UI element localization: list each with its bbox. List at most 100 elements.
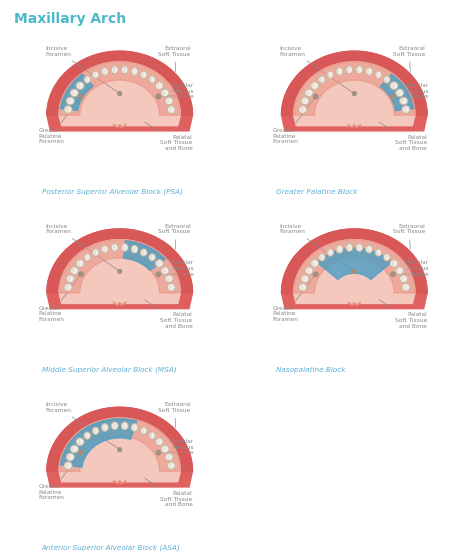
- Ellipse shape: [301, 275, 309, 282]
- Polygon shape: [124, 241, 165, 271]
- Ellipse shape: [356, 66, 363, 74]
- Polygon shape: [317, 248, 392, 280]
- Polygon shape: [294, 62, 415, 115]
- Ellipse shape: [400, 275, 408, 282]
- Ellipse shape: [365, 245, 373, 253]
- Polygon shape: [282, 229, 427, 309]
- Text: Palatal
Soft Tissue
and Bone: Palatal Soft Tissue and Bone: [145, 478, 192, 508]
- Text: Greater
Palatine
Foramen: Greater Palatine Foramen: [38, 277, 79, 322]
- Text: Alveolar
Mucous
Membrane: Alveolar Mucous Membrane: [163, 260, 194, 277]
- Circle shape: [352, 269, 356, 273]
- Polygon shape: [59, 418, 180, 482]
- Ellipse shape: [375, 249, 382, 256]
- Ellipse shape: [64, 283, 72, 291]
- Ellipse shape: [84, 432, 91, 439]
- Ellipse shape: [121, 244, 128, 252]
- Circle shape: [156, 451, 161, 455]
- Ellipse shape: [390, 82, 398, 89]
- Ellipse shape: [327, 71, 334, 78]
- Ellipse shape: [92, 71, 99, 78]
- Ellipse shape: [383, 254, 390, 261]
- Text: Incisive
Foramen: Incisive Foramen: [45, 224, 118, 269]
- Ellipse shape: [149, 432, 155, 439]
- Text: Alveolar
Mucous
Membrane: Alveolar Mucous Membrane: [163, 439, 194, 456]
- Ellipse shape: [161, 445, 169, 453]
- Circle shape: [156, 272, 161, 277]
- Ellipse shape: [167, 283, 175, 291]
- Ellipse shape: [319, 254, 325, 261]
- Ellipse shape: [84, 254, 91, 261]
- Polygon shape: [47, 229, 192, 309]
- Text: Incisive
Foramen: Incisive Foramen: [45, 402, 118, 448]
- Ellipse shape: [346, 66, 353, 74]
- Circle shape: [79, 272, 83, 277]
- Ellipse shape: [167, 462, 175, 470]
- Ellipse shape: [149, 76, 155, 83]
- Circle shape: [118, 448, 122, 452]
- Text: Incisive
Foramen: Incisive Foramen: [280, 46, 352, 92]
- Ellipse shape: [149, 254, 155, 261]
- Text: Extraoral
Soft Tissue: Extraoral Soft Tissue: [158, 402, 191, 428]
- Polygon shape: [47, 408, 192, 487]
- Polygon shape: [47, 408, 192, 471]
- Circle shape: [79, 451, 83, 455]
- Ellipse shape: [70, 267, 78, 274]
- Text: Alveolar
Mucous
Membrane: Alveolar Mucous Membrane: [397, 260, 429, 277]
- Text: Maxillary Arch: Maxillary Arch: [14, 12, 127, 26]
- Ellipse shape: [319, 76, 325, 83]
- Ellipse shape: [92, 427, 99, 434]
- Polygon shape: [47, 51, 192, 115]
- Text: Nasopalatine Block: Nasopalatine Block: [276, 367, 346, 373]
- Text: Middle Superior Alveolar Block (MSA): Middle Superior Alveolar Block (MSA): [42, 366, 176, 373]
- Ellipse shape: [140, 427, 147, 434]
- Ellipse shape: [66, 97, 74, 105]
- Ellipse shape: [140, 71, 147, 78]
- Ellipse shape: [383, 76, 390, 83]
- Ellipse shape: [375, 71, 382, 78]
- Ellipse shape: [76, 259, 84, 267]
- Ellipse shape: [66, 453, 74, 461]
- Ellipse shape: [346, 244, 353, 252]
- Text: Alveolar
Mucous
Membrane: Alveolar Mucous Membrane: [397, 83, 429, 100]
- Ellipse shape: [165, 275, 173, 282]
- Ellipse shape: [76, 438, 84, 446]
- Ellipse shape: [66, 275, 74, 282]
- Ellipse shape: [310, 82, 319, 89]
- Ellipse shape: [310, 259, 319, 267]
- Text: Extraoral
Soft Tissue: Extraoral Soft Tissue: [393, 224, 425, 249]
- Polygon shape: [294, 62, 415, 126]
- Polygon shape: [294, 240, 415, 304]
- Text: Greater
Palatine
Foramen: Greater Palatine Foramen: [38, 455, 79, 500]
- Ellipse shape: [402, 106, 410, 113]
- Ellipse shape: [396, 89, 404, 97]
- Polygon shape: [59, 418, 180, 471]
- Ellipse shape: [121, 66, 128, 74]
- Text: Extraoral
Soft Tissue: Extraoral Soft Tissue: [158, 224, 191, 249]
- Ellipse shape: [111, 244, 118, 252]
- Polygon shape: [59, 62, 180, 126]
- Text: Greater
Palatine
Foramen: Greater Palatine Foramen: [273, 277, 314, 322]
- Polygon shape: [59, 62, 180, 115]
- Ellipse shape: [155, 82, 164, 89]
- Ellipse shape: [155, 259, 164, 267]
- Ellipse shape: [111, 422, 118, 430]
- Text: Extraoral
Soft Tissue: Extraoral Soft Tissue: [393, 46, 425, 72]
- Ellipse shape: [336, 68, 343, 75]
- Ellipse shape: [131, 68, 138, 75]
- Circle shape: [313, 272, 318, 277]
- Ellipse shape: [70, 445, 78, 453]
- Ellipse shape: [84, 76, 91, 83]
- Circle shape: [79, 94, 83, 99]
- Polygon shape: [294, 240, 415, 293]
- Ellipse shape: [356, 244, 363, 252]
- Ellipse shape: [64, 106, 72, 113]
- Ellipse shape: [305, 89, 313, 97]
- Ellipse shape: [327, 249, 334, 256]
- Text: Incisive
Foramen: Incisive Foramen: [280, 224, 352, 269]
- Ellipse shape: [161, 267, 169, 274]
- Ellipse shape: [155, 438, 164, 446]
- Text: Palatal
Soft Tissue
and Bone: Palatal Soft Tissue and Bone: [145, 300, 192, 329]
- Ellipse shape: [400, 97, 408, 105]
- Circle shape: [352, 92, 356, 96]
- Ellipse shape: [299, 106, 307, 113]
